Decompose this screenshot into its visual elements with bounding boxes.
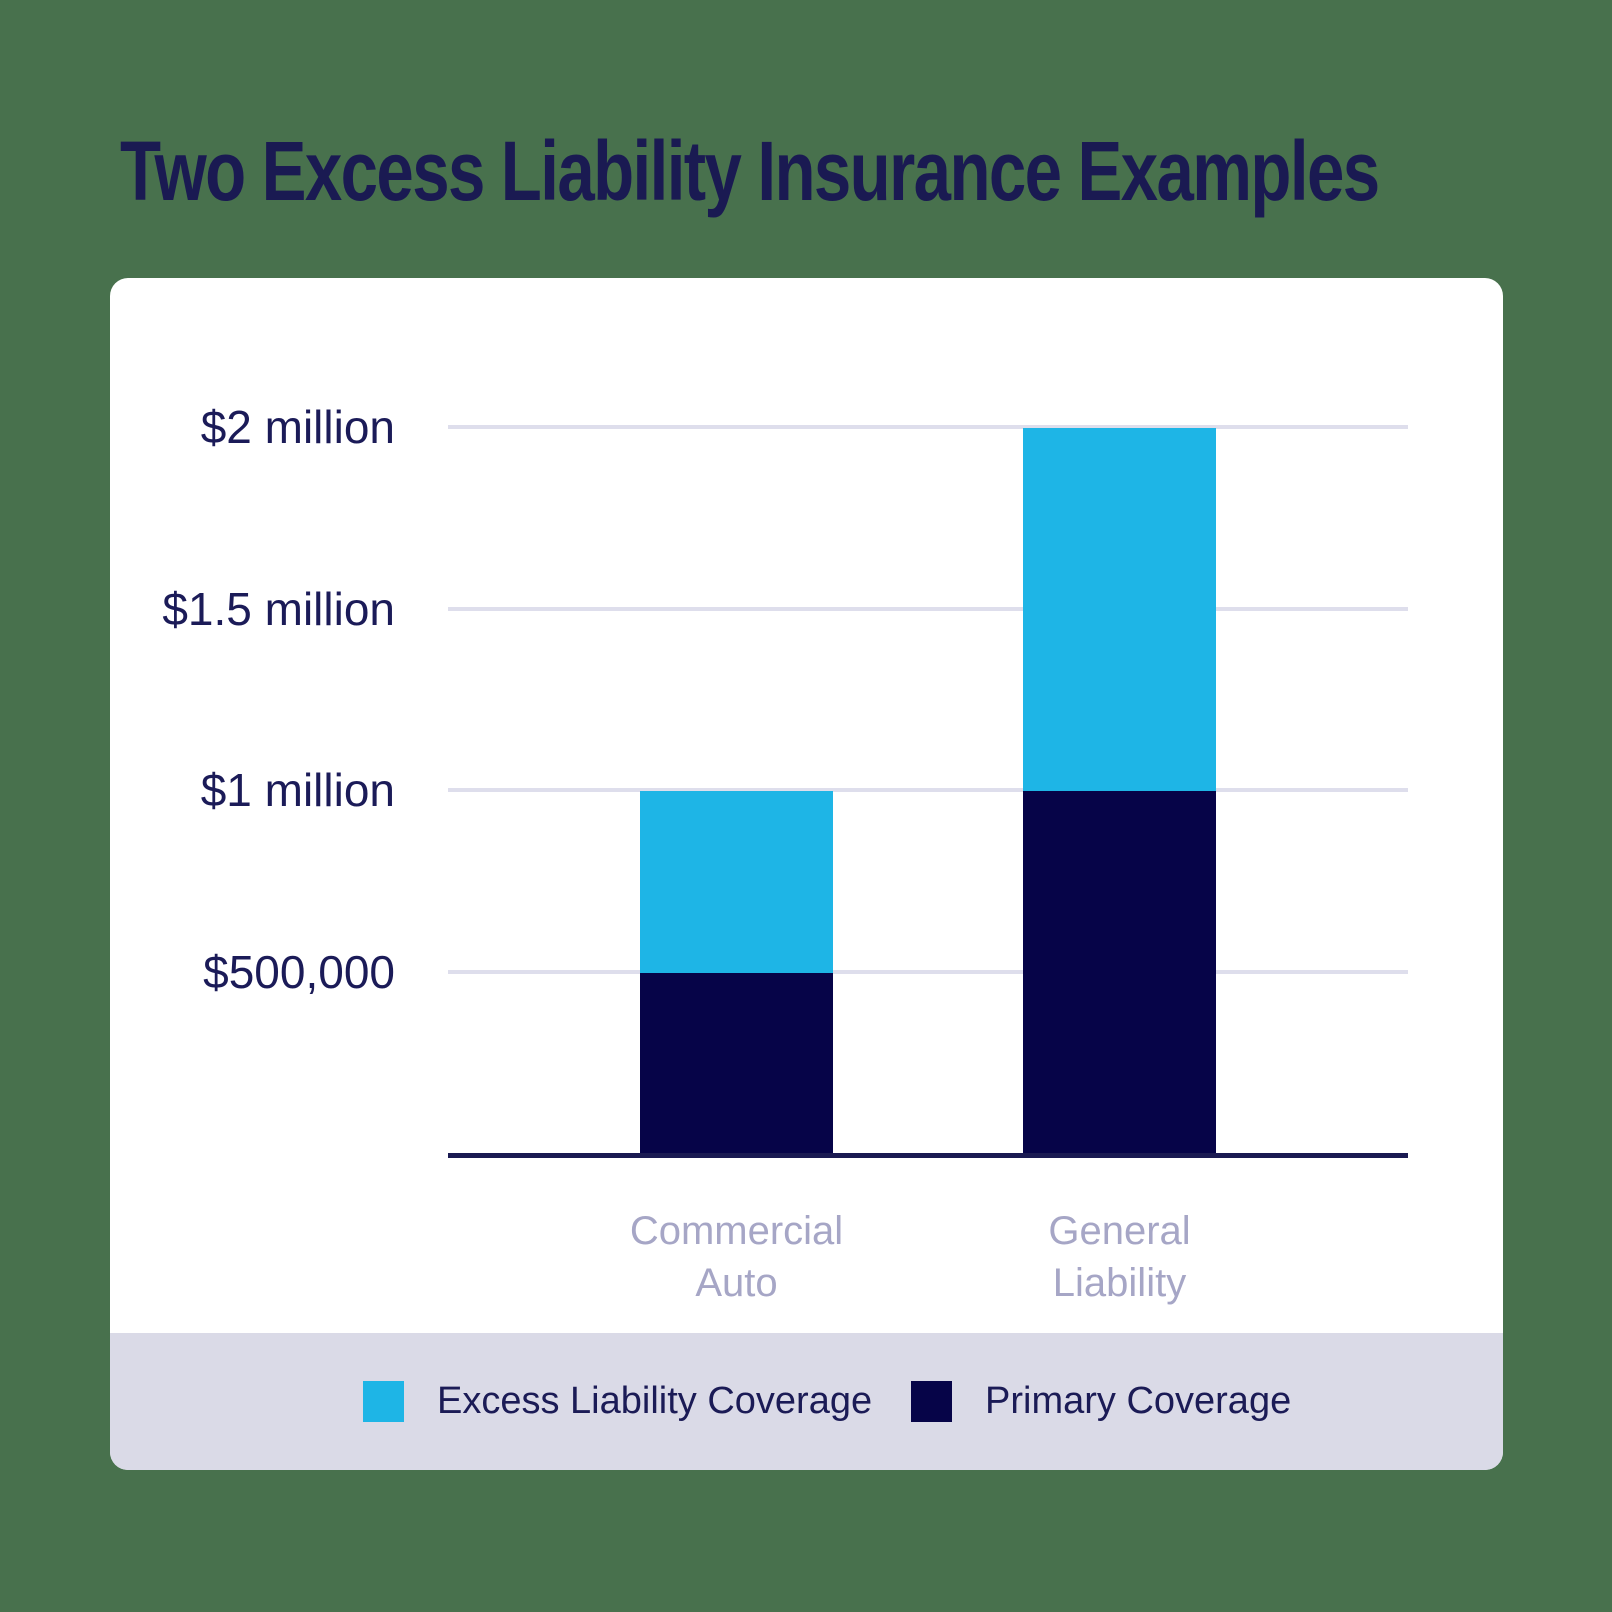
gridline — [448, 969, 1408, 974]
legend-label-primary: Primary Coverage — [985, 1380, 1292, 1422]
bar-segment-excess-liability-coverage — [640, 791, 833, 973]
y-tick-label: $500,000 — [203, 945, 395, 998]
gridline — [448, 788, 1408, 792]
legend-item-excess: Excess Liability Coverage — [363, 1333, 872, 1470]
legend-item-primary: Primary Coverage — [911, 1333, 1291, 1470]
y-tick-label: $1.5 million — [162, 582, 395, 635]
plot-area: $2 million $1.5 million $1 million $500,000… — [110, 278, 1503, 1470]
x-category-label: Commercial Auto — [629, 1209, 844, 1305]
legend-label-excess: Excess Liability Coverage — [437, 1380, 873, 1422]
legend: Excess Liability Coverage Primary Covera… — [110, 1333, 1503, 1470]
chart-title: Two Excess Liability Insurance Examples — [120, 124, 1380, 218]
primary-coverage-swatch — [911, 1381, 952, 1422]
chart-card: $2 million $1.5 million $1 million $500,000… — [110, 278, 1503, 1470]
excess-liability-swatch — [363, 1381, 404, 1422]
gridline — [448, 425, 1408, 429]
bar-segment-primary-coverage — [640, 972, 833, 1154]
x-category-label: General Liability — [1048, 1209, 1191, 1305]
bar-segment-excess-liability-coverage — [1023, 428, 1216, 791]
y-tick-label: $1 million — [200, 764, 395, 816]
bar-segment-primary-coverage — [1023, 791, 1216, 1154]
gridline — [448, 606, 1408, 611]
x-axis-line — [448, 1153, 1408, 1158]
y-tick-label: $2 million — [200, 401, 395, 453]
